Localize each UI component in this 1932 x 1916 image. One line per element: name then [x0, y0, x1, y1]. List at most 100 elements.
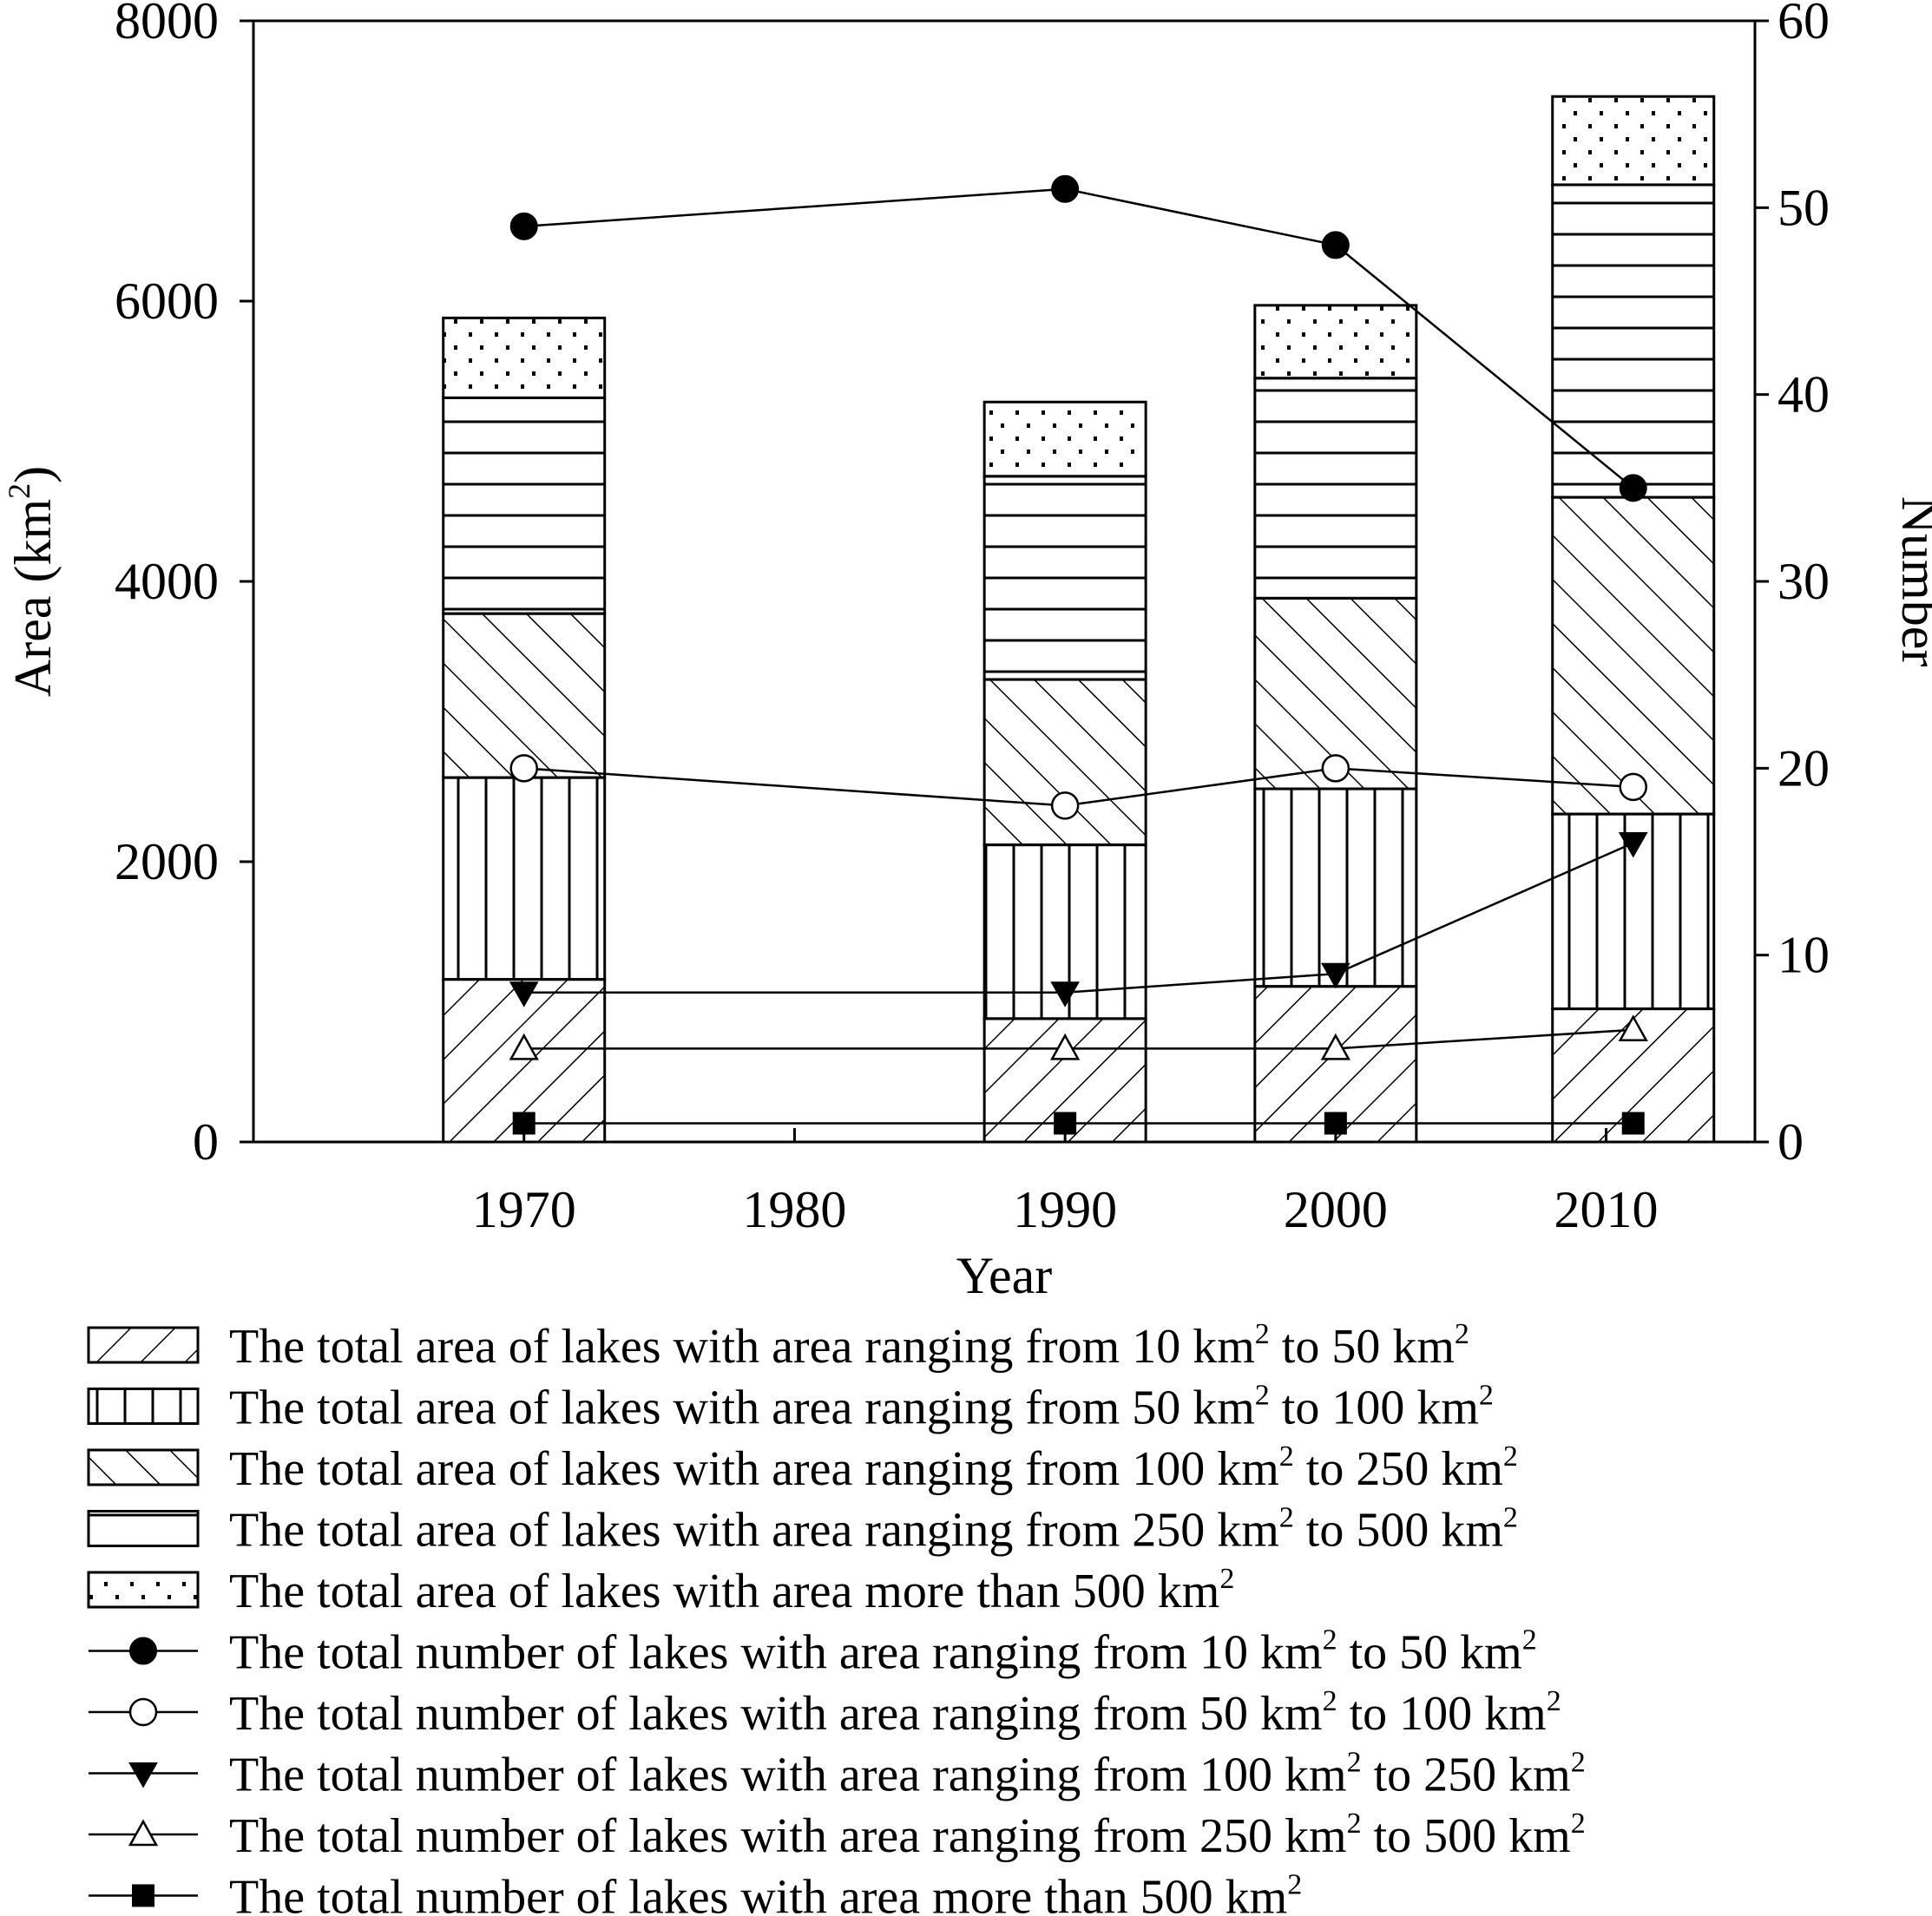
legend-label-part: The total area of lakes with area more t…	[229, 1565, 1219, 1618]
legend-label-part: to 50 km	[1270, 1320, 1455, 1374]
y-right-tick-label-20: 20	[1778, 739, 1830, 797]
bar-segment-dots-3	[1551, 95, 1716, 187]
line-series	[509, 174, 1648, 1135]
legend-label-part: 2	[1279, 1440, 1294, 1473]
y-axis-right-title: Number	[1891, 496, 1932, 667]
x-tick-label-1970: 1970	[472, 1181, 576, 1238]
legend-label-part: 2	[1255, 1318, 1270, 1350]
point-circle-filled-1	[1051, 174, 1080, 203]
legend-label-part: to 50 km	[1337, 1626, 1522, 1680]
legend-label-3: The total area of lakes with area rangin…	[229, 1502, 1518, 1558]
legend-label-9: The total number of lakes with area more…	[229, 1869, 1302, 1916]
y-right-tick-label-50: 50	[1778, 179, 1830, 236]
legend-swatch-diag-fwd	[87, 1326, 200, 1364]
legend-label-part: 2	[1287, 1869, 1302, 1901]
bar-segment-diag-back-0	[442, 612, 607, 779]
legend-label-part: 2	[1255, 1380, 1270, 1412]
legend-label-part: to 500 km	[1362, 1809, 1571, 1863]
legend-label-1: The total area of lakes with area rangin…	[229, 1380, 1494, 1435]
bar-segment-horizontal-2	[1253, 377, 1418, 600]
line-circle-open	[523, 767, 1633, 807]
point-triangle-up-open-1	[1050, 1033, 1081, 1060]
legend-marker-triangle-down-filled	[128, 1762, 158, 1788]
point-square-filled-3	[1621, 1112, 1645, 1135]
legend-marker-circle-open	[128, 1697, 158, 1727]
legend-label-part: 2	[1347, 1747, 1362, 1779]
bar-segment-horizontal-0	[442, 396, 607, 615]
legend-swatch-dots	[87, 1571, 200, 1609]
legend-label-part: to 100 km	[1270, 1381, 1479, 1435]
legend-marker-triangle-up-open	[128, 1819, 159, 1847]
legend-label-5: The total number of lakes with area rang…	[229, 1624, 1537, 1680]
point-circle-open-0	[509, 754, 538, 783]
legend-label-part: The total area of lakes with area rangin…	[229, 1381, 1255, 1435]
bar-segment-dots-2	[1253, 304, 1418, 380]
x-tick-label-2010: 2010	[1554, 1181, 1659, 1238]
legend-label-8: The total number of lakes with area rang…	[229, 1808, 1586, 1863]
legend-label-part: 2	[1571, 1808, 1586, 1840]
y-axis-left-title-text: Area (km	[4, 499, 62, 697]
bar-segment-horizontal-3	[1551, 183, 1716, 499]
legend-marker-square-filled	[132, 1884, 154, 1907]
stacked-bars	[442, 95, 1716, 1144]
bar-segment-horizontal-1	[982, 475, 1147, 681]
bar-segment-vertical-0	[442, 776, 607, 981]
legend-swatch-diag-back	[87, 1448, 200, 1486]
point-triangle-up-open-0	[509, 1033, 539, 1060]
legend-label-part: The total area of lakes with area rangin…	[229, 1504, 1279, 1558]
point-circle-filled-3	[1619, 474, 1647, 502]
legend-label-part: 2	[1571, 1747, 1586, 1779]
legend-label-4: The total area of lakes with area more t…	[229, 1563, 1234, 1618]
line-triangle-up-open	[523, 1028, 1633, 1050]
point-triangle-up-open-2	[1320, 1033, 1350, 1060]
bar-segment-vertical-2	[1253, 787, 1418, 988]
point-triangle-down-filled-3	[1618, 831, 1648, 858]
x-tick-label-1990: 1990	[1013, 1181, 1117, 1238]
x-axis-title: Year	[956, 1247, 1053, 1304]
legend-label-part: The total area of lakes with area rangin…	[229, 1320, 1255, 1374]
y-right-tick-label-0: 0	[1778, 1113, 1804, 1171]
legend-label-part: 2	[1279, 1502, 1294, 1534]
legend-label-part: 2	[1323, 1685, 1337, 1717]
y-axis-left-title-close: )	[4, 466, 62, 483]
legend-label-part: The total number of lakes with area rang…	[229, 1749, 1347, 1802]
legend-label-part: 2	[1219, 1563, 1234, 1595]
point-circle-filled-2	[1321, 231, 1350, 259]
point-triangle-up-open-3	[1618, 1014, 1648, 1042]
y-right-tick-label-60: 60	[1778, 0, 1830, 49]
legend: The total area of lakes with area rangin…	[87, 1318, 1586, 1916]
point-triangle-down-filled-1	[1050, 981, 1080, 1007]
x-tick-label-1980: 1980	[742, 1181, 846, 1238]
line-circle-filled	[523, 187, 1634, 489]
legend-label-part: The total number of lakes with area rang…	[229, 1626, 1323, 1680]
point-triangle-down-filled-2	[1320, 962, 1350, 989]
y-left-tick-label-8000: 8000	[115, 0, 219, 49]
point-circle-open-1	[1050, 791, 1080, 820]
legend-label-6: The total number of lakes with area rang…	[229, 1685, 1561, 1741]
legend-swatch-horizontal	[87, 1510, 200, 1547]
y-left-tick-label-4000: 4000	[115, 553, 219, 610]
legend-label-part: to 250 km	[1362, 1749, 1571, 1802]
point-circle-open-2	[1321, 754, 1350, 783]
legend-label-part: The total number of lakes with area rang…	[229, 1809, 1347, 1863]
legend-label-part: 2	[1323, 1624, 1337, 1657]
legend-label-2: The total area of lakes with area rangin…	[229, 1440, 1518, 1496]
legend-label-part: The total number of lakes with area more…	[229, 1871, 1287, 1916]
point-circle-filled-0	[509, 212, 538, 240]
legend-swatch-vertical	[87, 1388, 200, 1425]
legend-label-part: The total area of lakes with area rangin…	[229, 1442, 1279, 1496]
legend-label-part: 2	[1522, 1624, 1537, 1657]
legend-label-part: to 500 km	[1294, 1504, 1503, 1558]
bar-segment-diag-back-3	[1551, 495, 1716, 816]
point-circle-open-3	[1619, 772, 1647, 802]
y-left-tick-label-2000: 2000	[115, 833, 219, 890]
legend-label-part: 2	[1503, 1502, 1518, 1534]
line-triangle-down-filled	[523, 842, 1634, 994]
y-left-tick-label-6000: 6000	[115, 272, 219, 330]
bar-segment-dots-0	[442, 316, 607, 399]
legend-label-part: 2	[1503, 1440, 1518, 1473]
y-right-tick-label-40: 40	[1778, 366, 1830, 423]
legend-label-7: The total number of lakes with area rang…	[229, 1747, 1586, 1802]
legend-label-part: to 250 km	[1294, 1442, 1503, 1496]
